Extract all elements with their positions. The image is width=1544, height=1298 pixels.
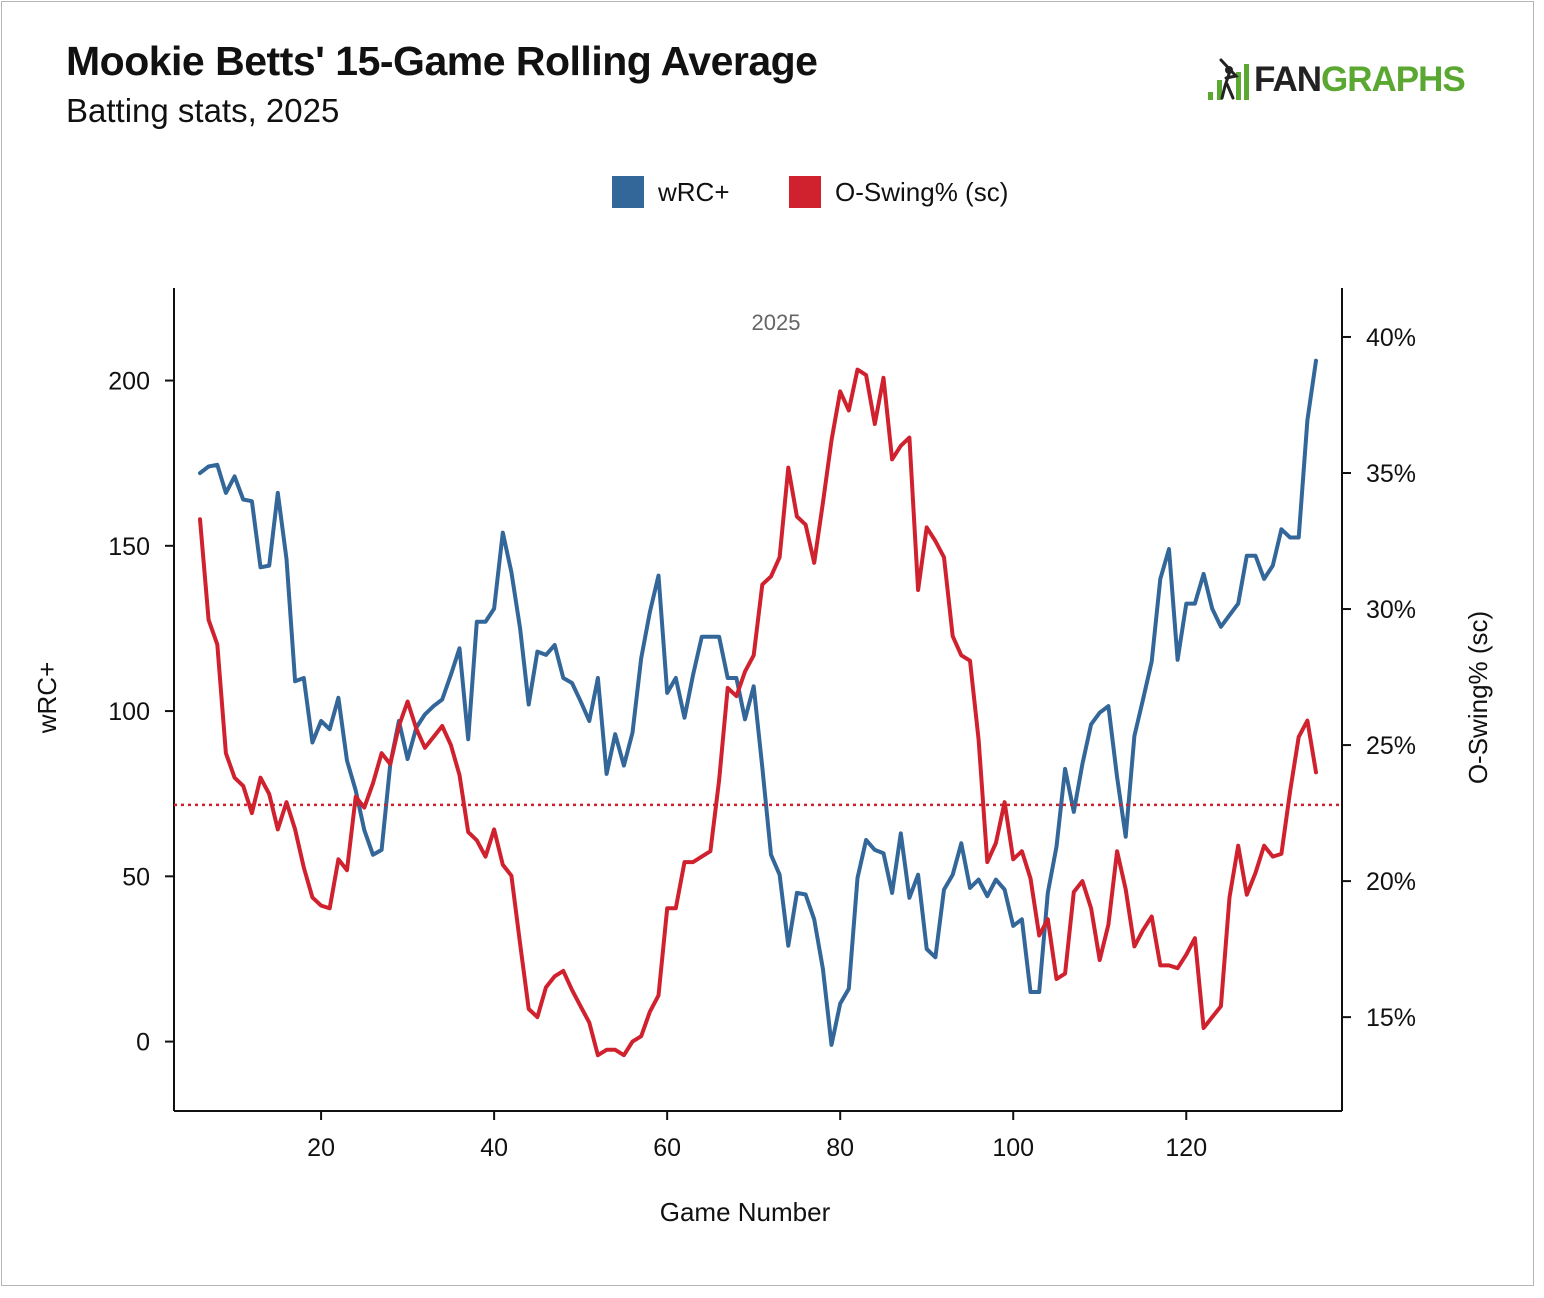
y-left-tick-label: 100 (108, 698, 150, 726)
legend-item-oswing: O-Swing% (sc) (789, 176, 1008, 208)
y-left-tick-label: 50 (122, 863, 150, 891)
x-tick-label: 120 (1165, 1134, 1207, 1162)
series-line-oswing (198, 367, 1318, 1058)
batter-bars-icon (1208, 58, 1249, 100)
chart-title: Mookie Betts' 15-Game Rolling Average (66, 38, 818, 84)
y-left-tick-label: 200 (108, 368, 150, 396)
legend-label-oswing: O-Swing% (sc) (835, 176, 1009, 207)
y-right-tick-label: 35% (1366, 460, 1416, 488)
x-tick-label: 80 (826, 1134, 854, 1162)
chart-subtitle: Batting stats, 2025 (66, 92, 340, 129)
legend-item-wrc: wRC+ (612, 176, 730, 208)
logo-text-fan: FAN (1254, 60, 1322, 99)
x-axis-title: Game Number (660, 1197, 831, 1227)
chart-legend: wRC+ O-Swing% (sc) (0, 172, 1544, 212)
y-right-tick-label: 20% (1366, 868, 1416, 896)
y-right-tick-label: 15% (1366, 1004, 1416, 1032)
x-tick-label: 20 (307, 1134, 335, 1162)
y-right-tick-label: 30% (1366, 596, 1416, 624)
y-right-tick-label: 25% (1366, 732, 1416, 760)
legend-swatch-oswing (789, 176, 821, 208)
series-line-wrc (198, 358, 1318, 1047)
fangraphs-logo: FANGRAPHS (1206, 58, 1486, 104)
season-annotation: 2025 (752, 310, 801, 335)
x-tick-label: 60 (653, 1134, 681, 1162)
y-left-tick-label: 0 (136, 1029, 150, 1057)
legend-swatch-wrc (612, 176, 644, 208)
legend-label-wrc: wRC+ (658, 176, 730, 207)
y-axis-right-title: O-Swing% (sc) (1463, 611, 1493, 784)
logo-text-graphs: GRAPHS (1321, 60, 1466, 99)
x-tick-label: 100 (992, 1134, 1034, 1162)
y-axis-left-title: wRC+ (32, 662, 62, 735)
x-tick-label: 40 (480, 1134, 508, 1162)
fangraphs-wordmark: FANGRAPHS (1254, 60, 1466, 100)
y-right-tick-label: 40% (1366, 324, 1416, 352)
y-left-tick-label: 150 (108, 533, 150, 561)
